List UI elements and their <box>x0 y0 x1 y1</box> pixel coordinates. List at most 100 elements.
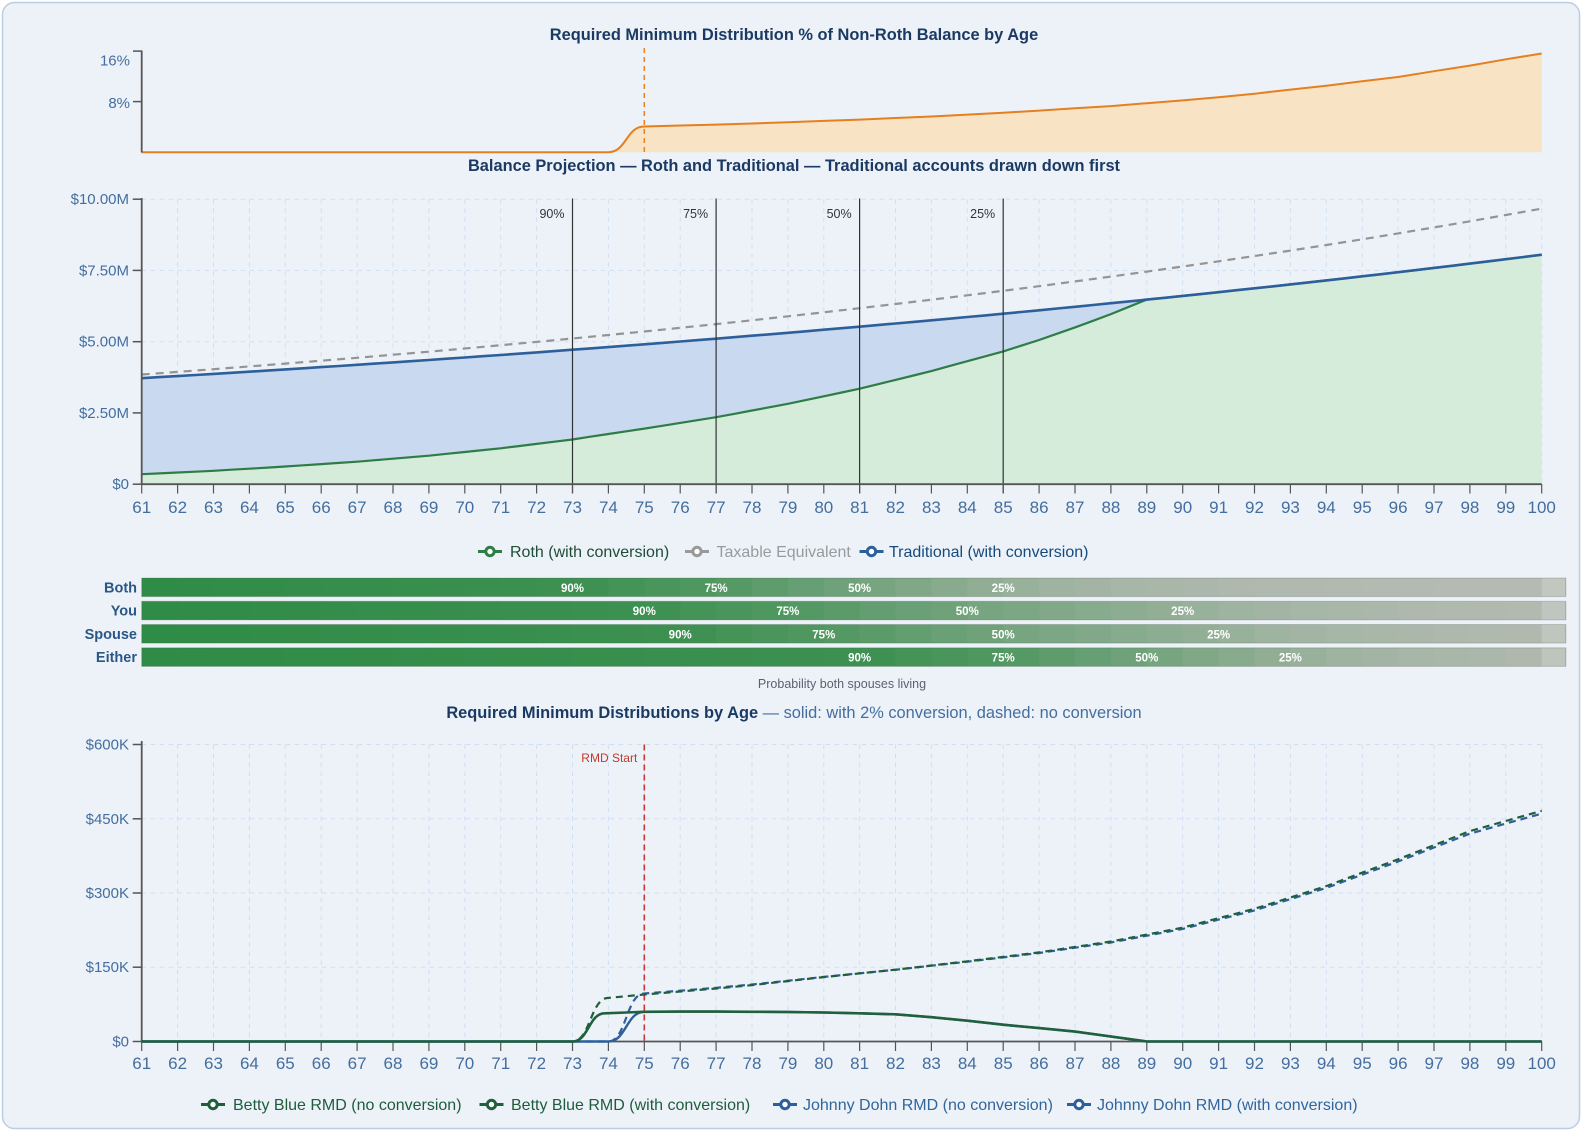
svg-text:Johnny Dohn RMD (with conversi: Johnny Dohn RMD (with conversion) <box>1097 1097 1358 1114</box>
svg-text:93: 93 <box>1281 1054 1300 1073</box>
svg-text:$0: $0 <box>112 476 129 493</box>
svg-text:85: 85 <box>994 1054 1013 1073</box>
svg-text:70: 70 <box>455 1054 474 1073</box>
svg-text:$300K: $300K <box>86 885 129 902</box>
svg-text:77: 77 <box>707 1054 726 1073</box>
svg-text:68: 68 <box>384 498 403 517</box>
svg-text:90%: 90% <box>633 606 656 618</box>
svg-text:90%: 90% <box>539 207 564 221</box>
svg-text:You: You <box>111 604 137 620</box>
svg-text:87: 87 <box>1066 498 1085 517</box>
svg-text:$5.00M: $5.00M <box>79 334 129 351</box>
svg-text:Betty Blue RMD (with conversio: Betty Blue RMD (with conversion) <box>511 1097 750 1114</box>
svg-text:$0: $0 <box>112 1034 129 1051</box>
svg-text:89: 89 <box>1137 498 1156 517</box>
svg-text:25%: 25% <box>970 207 995 221</box>
svg-text:71: 71 <box>491 1054 510 1073</box>
svg-text:25%: 25% <box>1279 653 1302 665</box>
svg-text:$450K: $450K <box>86 811 129 828</box>
svg-text:70: 70 <box>455 498 474 517</box>
svg-text:98: 98 <box>1460 1054 1479 1073</box>
svg-text:85: 85 <box>994 498 1013 517</box>
svg-text:86: 86 <box>1030 1054 1049 1073</box>
svg-text:95: 95 <box>1353 1054 1372 1073</box>
svg-text:84: 84 <box>958 1054 977 1073</box>
svg-text:RMD Start: RMD Start <box>581 751 638 765</box>
svg-text:Roth (with conversion): Roth (with conversion) <box>510 544 669 561</box>
svg-text:75: 75 <box>635 1054 654 1073</box>
svg-text:90: 90 <box>1173 1054 1192 1073</box>
svg-text:$600K: $600K <box>86 737 129 754</box>
svg-text:Required Minimum Distributions: Required Minimum Distributions by Age — … <box>446 704 1141 722</box>
svg-text:84: 84 <box>958 498 977 517</box>
svg-text:65: 65 <box>276 1054 295 1073</box>
svg-text:81: 81 <box>850 498 869 517</box>
svg-text:25%: 25% <box>1171 606 1194 618</box>
svg-text:25%: 25% <box>1207 629 1230 641</box>
svg-text:$10.00M: $10.00M <box>71 191 129 208</box>
svg-text:Probability both spouses livin: Probability both spouses living <box>758 677 926 691</box>
svg-text:98: 98 <box>1460 498 1479 517</box>
svg-text:61: 61 <box>132 498 151 517</box>
svg-text:91: 91 <box>1209 498 1228 517</box>
svg-text:75%: 75% <box>812 629 835 641</box>
svg-text:99: 99 <box>1496 1054 1515 1073</box>
svg-text:90: 90 <box>1173 498 1192 517</box>
svg-text:97: 97 <box>1425 498 1444 517</box>
svg-text:16%: 16% <box>100 53 130 70</box>
svg-text:83: 83 <box>922 498 941 517</box>
svg-text:73: 73 <box>563 1054 582 1073</box>
svg-text:71: 71 <box>491 498 510 517</box>
svg-text:50%: 50% <box>956 606 979 618</box>
svg-text:62: 62 <box>168 498 187 517</box>
svg-text:67: 67 <box>348 498 367 517</box>
svg-text:62: 62 <box>168 1054 187 1073</box>
svg-text:68: 68 <box>384 1054 403 1073</box>
svg-text:8%: 8% <box>108 95 130 112</box>
svg-text:65: 65 <box>276 498 295 517</box>
svg-text:72: 72 <box>527 1054 546 1073</box>
svg-text:76: 76 <box>671 1054 690 1073</box>
svg-text:82: 82 <box>886 1054 905 1073</box>
svg-text:83: 83 <box>922 1054 941 1073</box>
svg-text:Johnny Dohn RMD (no conversion: Johnny Dohn RMD (no conversion) <box>803 1097 1053 1114</box>
svg-text:86: 86 <box>1030 498 1049 517</box>
svg-text:76: 76 <box>671 498 690 517</box>
svg-text:63: 63 <box>204 498 223 517</box>
svg-text:95: 95 <box>1353 498 1372 517</box>
svg-text:82: 82 <box>886 498 905 517</box>
svg-text:88: 88 <box>1101 498 1120 517</box>
svg-text:78: 78 <box>743 1054 762 1073</box>
svg-text:66: 66 <box>312 1054 331 1073</box>
svg-text:61: 61 <box>132 1054 151 1073</box>
svg-text:93: 93 <box>1281 498 1300 517</box>
svg-text:90%: 90% <box>669 629 692 641</box>
svg-text:Required Minimum Distribution: Required Minimum Distribution % of Non-R… <box>550 26 1038 44</box>
svg-text:94: 94 <box>1317 498 1336 517</box>
svg-text:87: 87 <box>1066 1054 1085 1073</box>
svg-text:69: 69 <box>419 498 438 517</box>
svg-text:100: 100 <box>1528 1054 1556 1073</box>
svg-text:92: 92 <box>1245 498 1264 517</box>
svg-text:50%: 50% <box>992 629 1015 641</box>
svg-text:66: 66 <box>312 498 331 517</box>
svg-text:100: 100 <box>1528 498 1556 517</box>
svg-text:96: 96 <box>1389 498 1408 517</box>
svg-text:25%: 25% <box>992 583 1015 595</box>
svg-text:74: 74 <box>599 498 618 517</box>
svg-text:99: 99 <box>1496 498 1515 517</box>
svg-text:50%: 50% <box>827 207 852 221</box>
svg-text:80: 80 <box>814 498 833 517</box>
svg-text:$7.50M: $7.50M <box>79 262 129 279</box>
svg-text:79: 79 <box>778 498 797 517</box>
svg-text:75%: 75% <box>992 653 1015 665</box>
svg-text:74: 74 <box>599 1054 618 1073</box>
svg-text:64: 64 <box>240 1054 259 1073</box>
svg-text:90%: 90% <box>848 653 871 665</box>
svg-text:63: 63 <box>204 1054 223 1073</box>
svg-text:50%: 50% <box>848 583 871 595</box>
svg-text:88: 88 <box>1101 1054 1120 1073</box>
svg-text:Both: Both <box>104 580 137 596</box>
svg-text:97: 97 <box>1425 1054 1444 1073</box>
svg-text:Either: Either <box>96 650 137 666</box>
